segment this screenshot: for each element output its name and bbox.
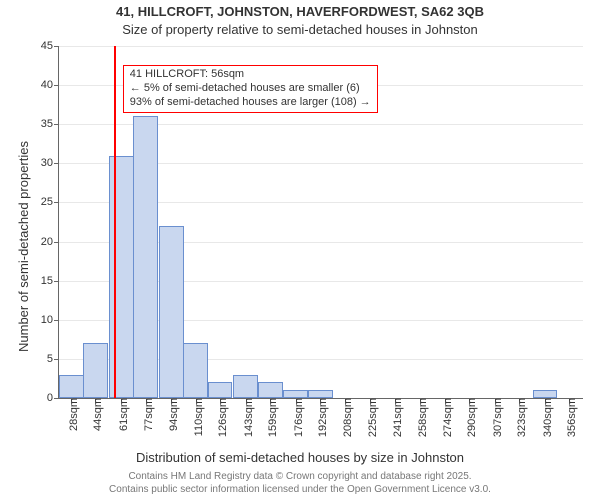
y-tick-label: 25: [41, 196, 59, 208]
histogram-bar: [533, 390, 558, 398]
x-tick-label: 356sqm: [560, 398, 578, 437]
annotation-line-2: ← 5% of semi-detached houses are smaller…: [130, 82, 371, 96]
y-tick-label: 30: [41, 157, 59, 169]
x-tick-label: 94sqm: [162, 398, 180, 431]
histogram-chart: 41, HILLCROFT, JOHNSTON, HAVERFORDWEST, …: [0, 0, 600, 500]
x-tick-label: 28sqm: [62, 398, 80, 431]
chart-title: 41, HILLCROFT, JOHNSTON, HAVERFORDWEST, …: [0, 4, 600, 19]
chart-subtitle: Size of property relative to semi-detach…: [0, 22, 600, 37]
y-tick-label: 15: [41, 275, 59, 287]
y-tick-label: 10: [41, 314, 59, 326]
x-tick-label: 110sqm: [187, 398, 205, 436]
annotation-box: 41 HILLCROFT: 56sqm ← 5% of semi-detache…: [123, 65, 378, 112]
x-tick-label: 258sqm: [411, 398, 429, 437]
annotation-line-3: 93% of semi-detached houses are larger (…: [130, 96, 371, 110]
x-tick-label: 225sqm: [361, 398, 379, 437]
histogram-bar: [258, 382, 283, 398]
histogram-bar: [83, 343, 108, 398]
x-tick-label: 159sqm: [261, 398, 279, 437]
footer-line-2: Contains public sector information licen…: [0, 484, 600, 497]
x-tick-label: 241sqm: [386, 398, 404, 437]
y-tick-label: 35: [41, 118, 59, 130]
x-tick-label: 208sqm: [336, 398, 354, 437]
histogram-bar: [233, 375, 258, 398]
x-tick-label: 192sqm: [311, 398, 329, 437]
x-tick-label: 290sqm: [460, 398, 478, 437]
histogram-bar: [283, 390, 308, 398]
x-tick-label: 126sqm: [211, 398, 229, 437]
x-tick-label: 61sqm: [112, 398, 130, 431]
histogram-bar: [183, 343, 208, 398]
x-tick-label: 143sqm: [237, 398, 255, 437]
y-tick-label: 45: [41, 40, 59, 52]
histogram-bar: [133, 116, 158, 398]
x-tick-label: 44sqm: [86, 398, 104, 431]
y-axis-label: Number of semi-detached properties: [16, 141, 31, 352]
x-tick-label: 307sqm: [486, 398, 504, 437]
footer-line-1: Contains HM Land Registry data © Crown c…: [0, 471, 600, 484]
y-tick-label: 0: [47, 392, 59, 404]
x-axis-label: Distribution of semi-detached houses by …: [0, 450, 600, 465]
subject-marker-line: [114, 46, 116, 398]
gridline: [59, 46, 583, 47]
y-tick-label: 20: [41, 236, 59, 248]
histogram-bar: [308, 390, 333, 398]
x-tick-label: 323sqm: [510, 398, 528, 437]
x-tick-label: 77sqm: [137, 398, 155, 431]
histogram-bar: [109, 156, 134, 398]
y-tick-label: 5: [47, 353, 59, 365]
x-tick-label: 340sqm: [536, 398, 554, 437]
footer-attribution: Contains HM Land Registry data © Crown c…: [0, 471, 600, 496]
x-tick-label: 274sqm: [436, 398, 454, 437]
histogram-bar: [208, 382, 233, 398]
histogram-bar: [159, 226, 184, 398]
annotation-line-1: 41 HILLCROFT: 56sqm: [130, 68, 371, 82]
histogram-bar: [59, 375, 84, 398]
y-tick-label: 40: [41, 79, 59, 91]
x-tick-label: 176sqm: [287, 398, 305, 437]
plot-area: 05101520253035404528sqm44sqm61sqm77sqm94…: [58, 46, 583, 399]
